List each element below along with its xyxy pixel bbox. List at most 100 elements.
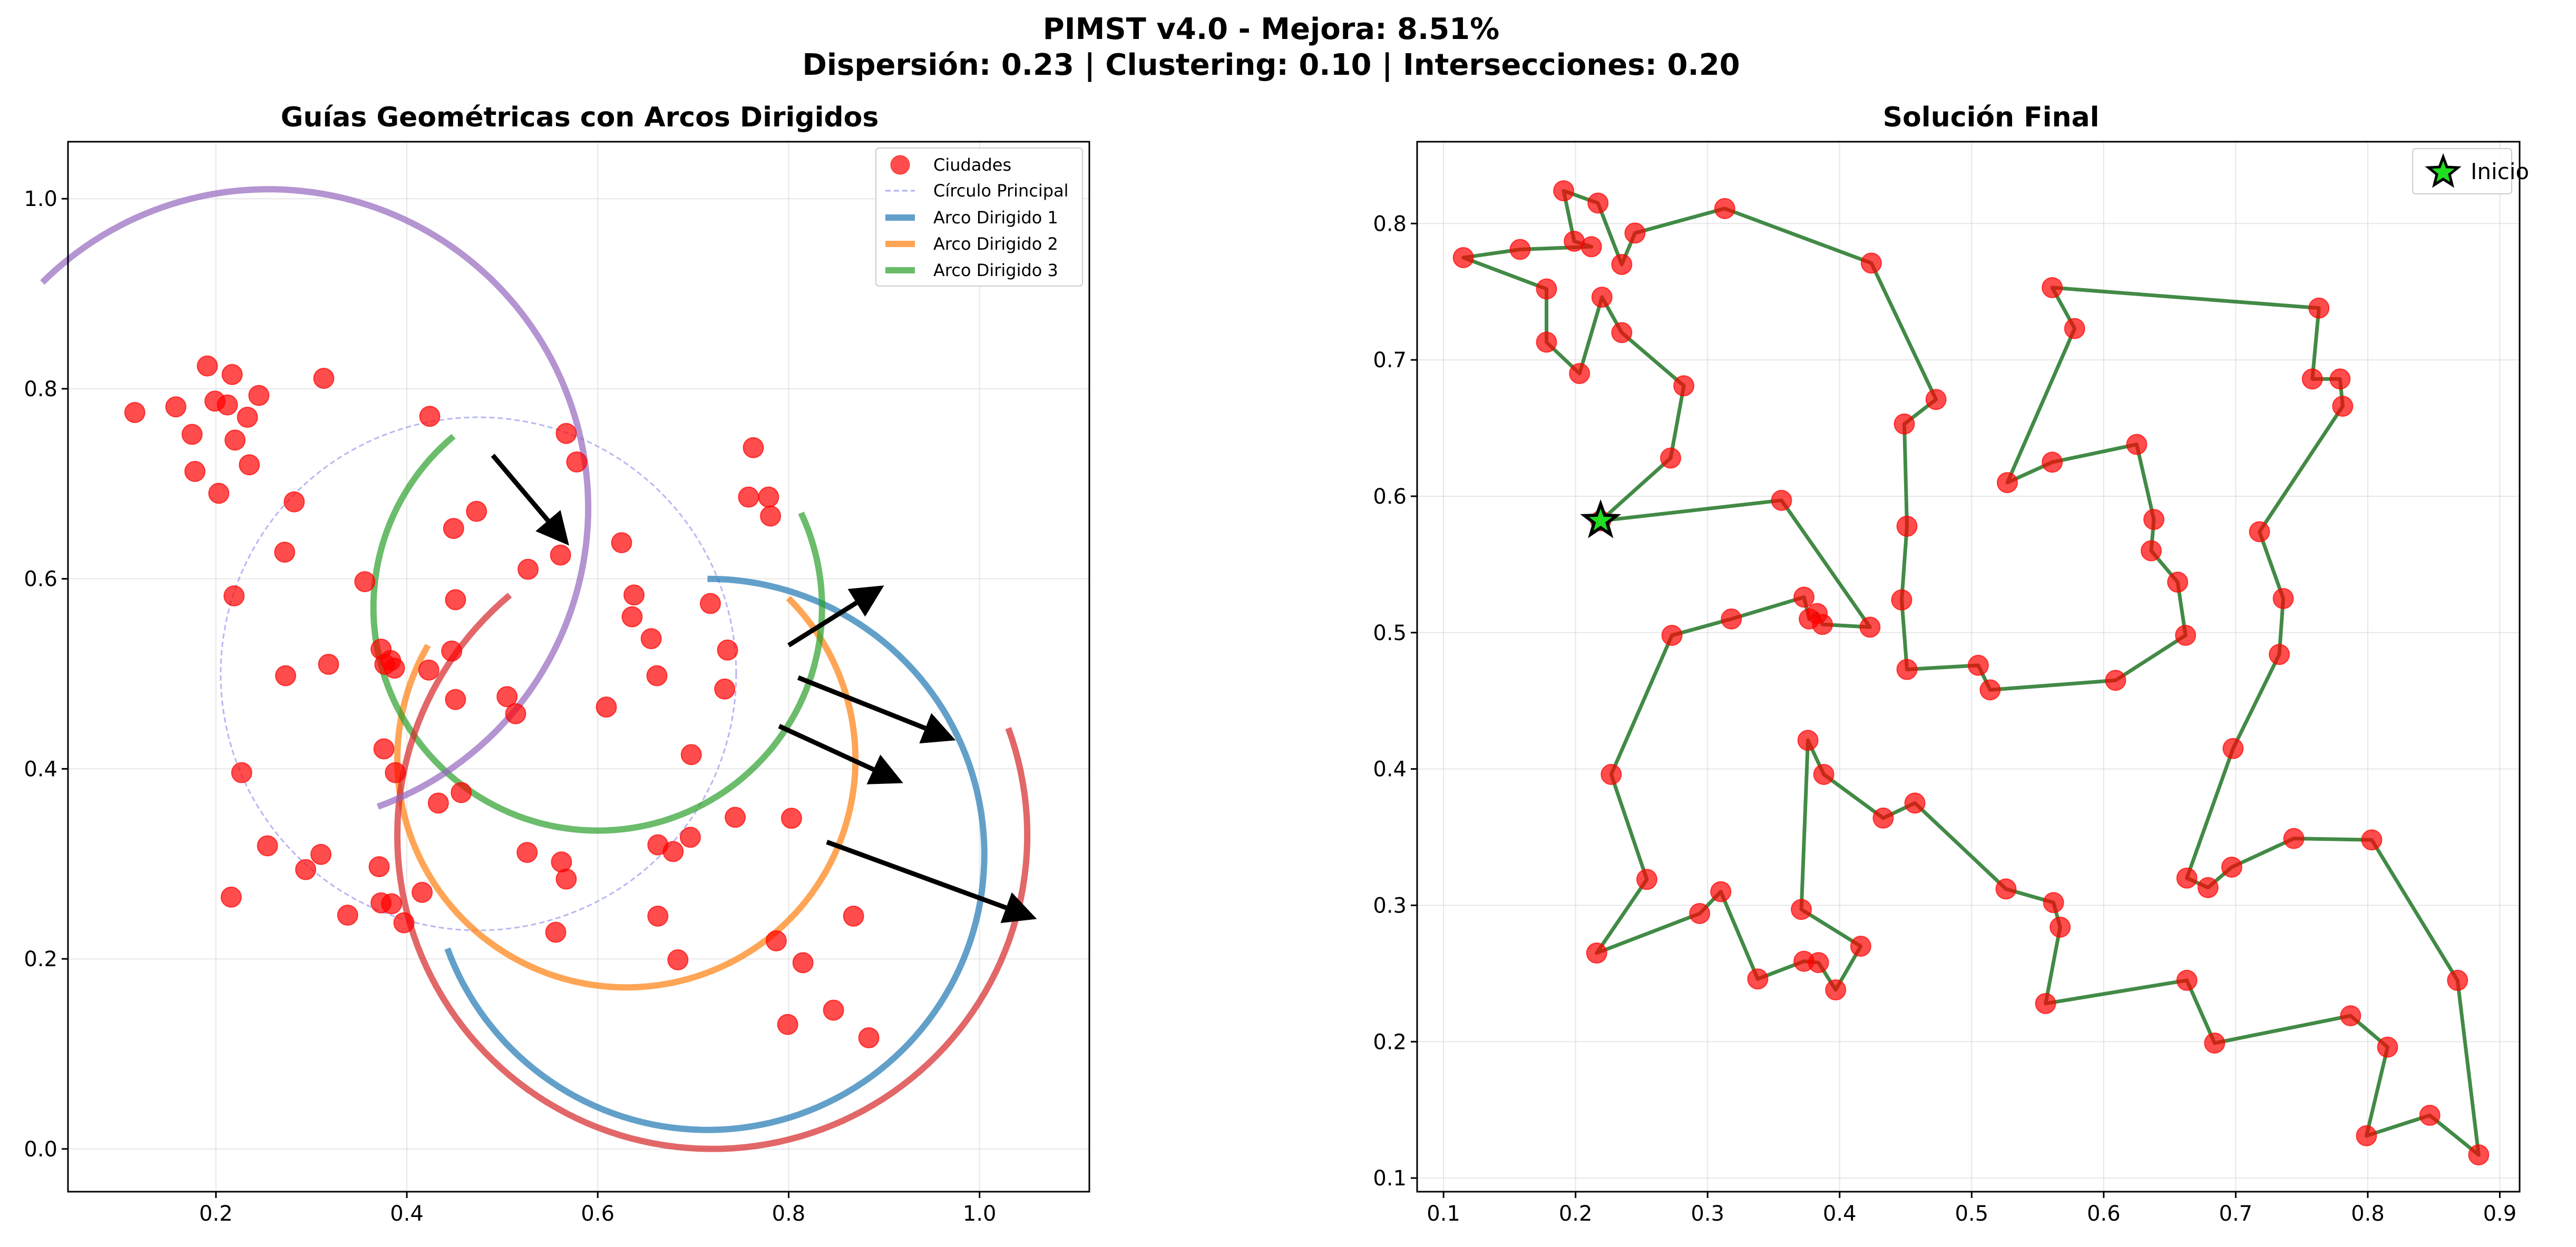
route-city-point bbox=[1509, 239, 1531, 260]
city-point bbox=[313, 368, 335, 389]
city-point bbox=[760, 505, 782, 527]
left-plot-frame bbox=[67, 141, 1090, 1193]
route-city-point bbox=[1536, 331, 1557, 353]
route-city-point bbox=[2329, 368, 2351, 390]
city-point bbox=[680, 744, 702, 765]
city-point bbox=[318, 653, 339, 675]
route-city-point bbox=[1808, 952, 1829, 974]
route-city-point bbox=[1860, 252, 1882, 274]
left-ytick-label: 0.2 bbox=[24, 947, 57, 971]
left-legend: Ciudades Círculo Principal Arco Dirigido… bbox=[875, 148, 1083, 287]
direction-arrow bbox=[491, 454, 569, 546]
route-city-point bbox=[2356, 1125, 2377, 1146]
route-city-point bbox=[2332, 396, 2354, 417]
city-point bbox=[419, 406, 441, 427]
route-city-point bbox=[2143, 508, 2165, 530]
route-city-point bbox=[2043, 892, 2064, 914]
direction-arrow-shaft bbox=[826, 840, 1007, 910]
city-point bbox=[368, 856, 390, 878]
city-point bbox=[411, 881, 433, 903]
right-xtick-label: 0.2 bbox=[1559, 1202, 1593, 1226]
route-line bbox=[1461, 189, 2481, 1157]
city-point bbox=[337, 905, 358, 926]
route-city-point bbox=[1925, 389, 1947, 410]
route-city-point bbox=[1721, 608, 1742, 630]
direction-arrow bbox=[797, 675, 956, 744]
route-city-point bbox=[2221, 856, 2242, 878]
direction-arrow-head bbox=[847, 585, 884, 617]
city-point bbox=[518, 558, 539, 580]
route-city-point bbox=[2340, 1005, 2362, 1027]
route-city-point bbox=[1859, 616, 1881, 638]
city-point bbox=[611, 532, 632, 554]
right-chart-title: Solución Final bbox=[1883, 102, 2100, 133]
route-city-point bbox=[2050, 916, 2071, 938]
right-xtick-label: 0.8 bbox=[2351, 1202, 2385, 1226]
city-point bbox=[647, 905, 669, 927]
city-point bbox=[427, 792, 449, 814]
city-point bbox=[124, 402, 145, 424]
city-point bbox=[623, 584, 645, 606]
route-city-point bbox=[2042, 277, 2063, 298]
city-point bbox=[566, 451, 588, 473]
route-city-point bbox=[1747, 968, 1769, 990]
left-chart-panel: Guías Geométricas con Arcos Dirigidos 0.… bbox=[24, 102, 1090, 1226]
city-point bbox=[858, 1027, 880, 1048]
route-city-point bbox=[1636, 869, 1657, 890]
route-city-point bbox=[2197, 877, 2219, 898]
left-ytick-label: 1.0 bbox=[24, 187, 57, 211]
city-point bbox=[165, 396, 187, 418]
route-city-point bbox=[1995, 878, 2017, 900]
route-city-point bbox=[1569, 363, 1591, 385]
left-ytick-label: 0.0 bbox=[24, 1137, 57, 1162]
route-city-point bbox=[1601, 763, 1622, 785]
right-ytick-label: 0.8 bbox=[1373, 212, 1407, 236]
route-city-point bbox=[2447, 969, 2468, 991]
city-point bbox=[451, 782, 472, 803]
route-city-point bbox=[2042, 451, 2063, 473]
right-xtick-label: 0.1 bbox=[1427, 1202, 1460, 1226]
city-point bbox=[374, 653, 396, 675]
route-city-point bbox=[2167, 572, 2189, 593]
direction-arrow bbox=[787, 585, 884, 647]
city-point bbox=[466, 500, 487, 522]
legend-label-arc-2: Arco Dirigido 2 bbox=[933, 234, 1058, 254]
route-city-point bbox=[1611, 253, 1633, 275]
route-city-point bbox=[1714, 198, 1735, 219]
right-legend: Inicio bbox=[2412, 148, 2529, 194]
city-point bbox=[418, 659, 440, 681]
route-city-point bbox=[1797, 730, 1819, 751]
direction-arrow-shaft bbox=[491, 454, 550, 523]
city-point bbox=[743, 437, 764, 458]
left-ytick-label: 0.8 bbox=[24, 377, 57, 401]
city-point bbox=[310, 843, 331, 865]
left-xtick-label: 0.2 bbox=[199, 1202, 233, 1226]
right-xtick-label: 0.7 bbox=[2219, 1202, 2253, 1226]
city-point bbox=[516, 842, 538, 863]
route-city-point bbox=[1979, 679, 2001, 701]
direction-arrow-head bbox=[535, 510, 569, 546]
city-point bbox=[184, 460, 206, 482]
route-city-point bbox=[1891, 589, 1913, 611]
city-point bbox=[257, 835, 278, 857]
city-point bbox=[373, 738, 395, 760]
city-point bbox=[555, 423, 577, 444]
city-point bbox=[738, 486, 759, 508]
right-ytick-label: 0.7 bbox=[1373, 348, 1407, 372]
city-point bbox=[231, 762, 252, 783]
route-city-point bbox=[1661, 624, 1683, 646]
right-xtick-label: 0.3 bbox=[1691, 1202, 1724, 1226]
route-city-point bbox=[2176, 867, 2198, 889]
city-point bbox=[370, 892, 392, 914]
city-point bbox=[679, 827, 701, 848]
city-point bbox=[220, 886, 242, 908]
route-city-point bbox=[1967, 654, 1989, 676]
legend-label-start: Inicio bbox=[2471, 159, 2529, 184]
route-city-point bbox=[2308, 297, 2330, 319]
city-point bbox=[621, 606, 643, 627]
city-point bbox=[843, 905, 864, 927]
legend-label-arc-1: Arco Dirigido 1 bbox=[933, 208, 1058, 228]
city-point bbox=[445, 589, 466, 611]
route-city-point bbox=[2419, 1105, 2441, 1126]
